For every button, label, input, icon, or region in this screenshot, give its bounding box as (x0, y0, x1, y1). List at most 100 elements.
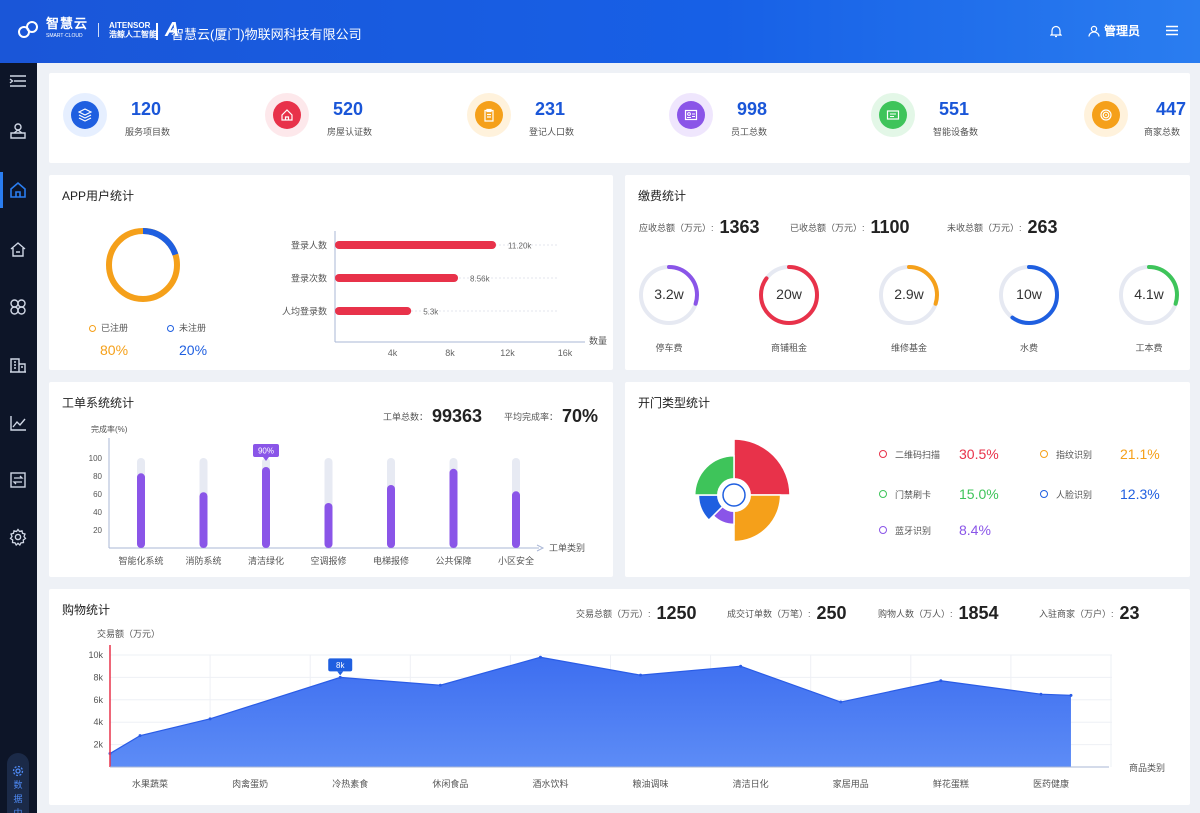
panel-title: 工单系统统计 (62, 396, 135, 410)
legend-dot (167, 325, 174, 333)
shop-merchants: 入驻商家（万户）: 23 (1039, 603, 1140, 624)
data-center-button[interactable]: 数 据 中 心 (7, 753, 29, 813)
bell-icon[interactable] (1049, 25, 1062, 37)
target-icon (1100, 109, 1112, 121)
registration-donut (106, 228, 180, 302)
y-tick-label: 20 (93, 526, 102, 535)
highlight-tooltip (328, 658, 353, 672)
work-order-bar-chart: 完成率(%) 工单类别 100 80 60 40 20 智能化系统 消防系统 清洁绿化 空调报修 电梯… (89, 424, 585, 566)
legend-label: 门禁刷卡 (895, 489, 932, 500)
sidebar-item-service-icon[interactable] (6, 119, 30, 143)
fee-ring[interactable]: 4.1w 工本费 (1117, 263, 1181, 353)
work-orders-panel: 工单系统统计 工单总数： 99363 平均完成率： 70% 完成率(%) 工单类别 10… (49, 382, 613, 577)
data-point (338, 675, 342, 679)
user-menu[interactable]: 管理员 (1088, 22, 1140, 39)
legend-label: 人脸识别 (1056, 489, 1093, 500)
home-icon (281, 109, 293, 121)
brand-name: 智慧云 (46, 16, 89, 31)
sidebar: 数 据 中 心 (0, 63, 37, 813)
door-types-panel: 开门类型统计 二维码扫描 30.5% 指纹识别 21.1% 门禁刷卡 15.0% 人脸识别 1… (625, 382, 1190, 577)
panel-title: APP用户统计 (62, 189, 135, 203)
stat-label: 交易总额（万元）: (576, 609, 651, 619)
ring-svg (759, 265, 819, 325)
kpi-merchants[interactable]: 447 商家总数 (1084, 93, 1187, 143)
x-tick-label: 家居用品 (833, 778, 869, 789)
x-tick-label: 冷热素食 (332, 778, 368, 789)
y-tick-label: 6k (93, 695, 103, 705)
data-point (639, 673, 643, 677)
data-point (208, 717, 212, 721)
kpi-value: 120 (131, 99, 162, 119)
ring-svg (999, 265, 1059, 325)
y-tick-label: 100 (89, 454, 103, 463)
bar-label: 人均登录数 (282, 306, 327, 317)
collapse-menu-icon[interactable] (6, 69, 30, 93)
door-legend-item[interactable]: 二维码扫描 30.5% (879, 446, 1029, 462)
area-line (109, 656, 1071, 755)
y-tick-label: 60 (93, 490, 102, 499)
kpi-label: 员工总数 (731, 127, 768, 137)
kpi-registered-population[interactable]: 231 登记人口数 (467, 93, 617, 143)
legend-label: 指纹识别 (1056, 449, 1093, 460)
sidebar-item-house-icon[interactable] (6, 237, 30, 261)
fee-ring[interactable]: 10w 水费 (997, 263, 1061, 353)
sidebar-item-home-icon[interactable] (0, 172, 30, 208)
fee-ring[interactable]: 3.2w 停车费 (637, 263, 701, 353)
stat-label: 成交订单数（万笔）: (727, 609, 811, 619)
kpi-house-certified[interactable]: 520 房屋认证数 (265, 93, 415, 143)
data-center-char: 据 (13, 794, 23, 804)
x-tick-label: 8k (445, 348, 455, 358)
sidebar-item-chart-icon[interactable] (6, 411, 30, 435)
x-tick-label: 肉禽蛋奶 (232, 778, 268, 789)
kpi-service-items[interactable]: 120 服务项目数 (63, 93, 213, 143)
brand-logo[interactable]: 智慧云 SMART·CLOUD AITENSOR 浩鲸人工智能 A (18, 16, 179, 42)
sidebar-item-transfer-icon[interactable] (6, 468, 30, 492)
legend-pct: 15.0% (959, 486, 999, 502)
partner-line2: 浩鲸人工智能 (109, 30, 158, 39)
sidebar-item-building-icon[interactable] (6, 353, 30, 377)
kpi-value: 231 (535, 99, 566, 119)
ring-value: 3.2w (654, 286, 684, 302)
kpi-value: 447 (1156, 99, 1187, 119)
fee-ring[interactable]: 2.9w 维修基金 (877, 263, 941, 353)
fee-received: 已收总额（万元）: 1100 (790, 217, 910, 238)
ring-value: 10w (1016, 286, 1042, 302)
x-tick-label: 消防系统 (185, 555, 221, 566)
x-tick-label: 空调报修 (310, 555, 346, 566)
y-tick-label: 8k (93, 672, 103, 682)
kpi-label: 登记人口数 (529, 127, 575, 137)
kpi-smart-devices[interactable]: 551 智能设备数 (871, 93, 1021, 143)
legend-label: 已注册 (101, 323, 129, 333)
logo-divider (98, 23, 100, 37)
door-legend-item[interactable]: 人脸识别 12.3% (1040, 486, 1190, 502)
x-tick-label: 粮油调味 (633, 778, 669, 789)
data-point (138, 734, 142, 738)
ring-label: 工本费 (1135, 343, 1163, 353)
ring-value: 20w (776, 286, 802, 302)
sidebar-item-settings-icon[interactable] (6, 525, 30, 549)
rose-slice (733, 438, 791, 496)
shop-orders: 成交订单数（万笔）: 250 (727, 603, 847, 624)
y-tick-label: 2k (93, 740, 103, 750)
menu-icon[interactable] (1166, 25, 1178, 36)
bar (512, 491, 520, 548)
fee-label: 未收总额（万元）: (947, 223, 1022, 233)
x-tick-label: 酒水饮料 (532, 778, 568, 789)
tooltip-pointer (263, 457, 269, 461)
data-point (1069, 693, 1073, 697)
fee-label: 应收总额（万元）: (639, 223, 714, 233)
kpi-label: 房屋认证数 (327, 127, 373, 137)
sidebar-item-clover-icon[interactable] (6, 295, 30, 319)
y-tick-label: 10k (88, 650, 103, 660)
kpi-panel: 120 服务项目数 520 房屋认证数 231 登记人口数 998 员工总数 5… (49, 73, 1190, 163)
fee-ring[interactable]: 20w 商铺租金 (757, 263, 821, 353)
fee-receivable: 应收总额（万元）: 1363 (639, 217, 760, 238)
ring-svg (879, 265, 939, 325)
door-legend-item[interactable]: 指纹识别 21.1% (1040, 446, 1190, 462)
door-legend-item[interactable]: 门禁刷卡 15.0% (879, 486, 1029, 502)
door-legend-item[interactable]: 蓝牙识别 8.4% (879, 522, 1029, 538)
y-axis-title: 交易额（万元） (97, 628, 160, 639)
fee-unreceived: 未收总额（万元）: 263 (947, 217, 1058, 238)
kpi-employees[interactable]: 998 员工总数 (669, 93, 819, 143)
ring-value: 2.9w (894, 286, 924, 302)
